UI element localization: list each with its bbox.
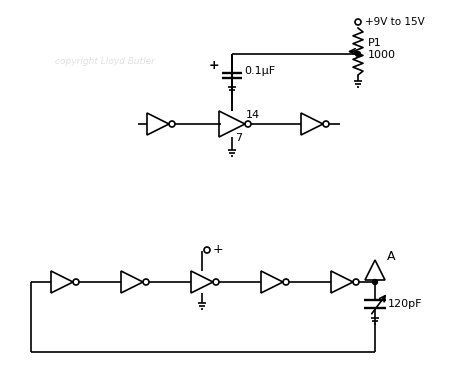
Circle shape	[372, 280, 377, 285]
Text: 0.1μF: 0.1μF	[244, 66, 275, 76]
Text: +9V to 15V: +9V to 15V	[365, 17, 425, 27]
Text: P1: P1	[368, 38, 382, 49]
Text: A: A	[387, 250, 395, 263]
Text: copyright Lloyd Butler: copyright Lloyd Butler	[55, 57, 155, 66]
Circle shape	[356, 52, 361, 57]
Text: +: +	[213, 243, 223, 256]
Text: 14: 14	[246, 110, 260, 120]
Text: 7: 7	[235, 133, 242, 143]
Text: 1000: 1000	[368, 51, 396, 60]
Text: 120pF: 120pF	[388, 299, 423, 309]
Text: +: +	[209, 59, 220, 72]
